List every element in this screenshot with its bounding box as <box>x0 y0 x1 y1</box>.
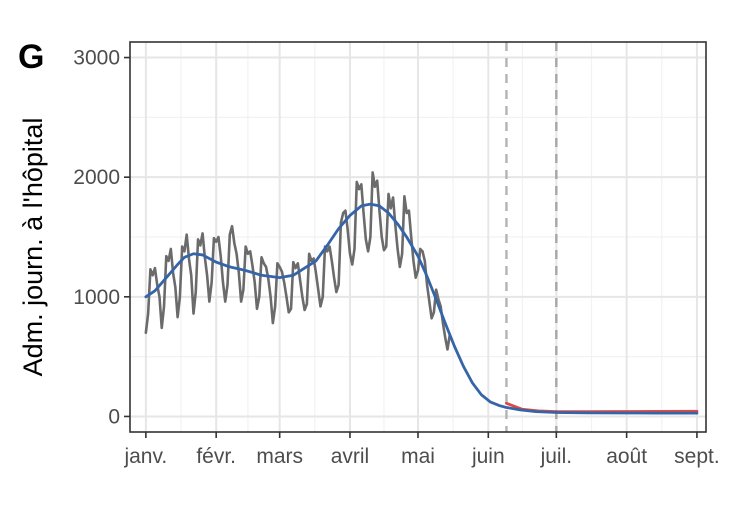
x-tick-label: août <box>606 445 647 468</box>
series-line-observed <box>144 171 452 351</box>
y-tick-label: 2000 <box>73 166 120 189</box>
x-tick-label: sept. <box>674 445 720 468</box>
axes: 0 1000 2000 3000 janv. févr. mars avril mai juin j… <box>73 47 719 468</box>
series-lines <box>144 171 699 415</box>
x-tick-label: mai <box>401 445 435 468</box>
y-axis-title: Adm. journ. à l'hôpital <box>18 118 48 377</box>
x-tick-label: janv. <box>123 445 167 468</box>
x-tick-label: févr. <box>196 445 236 468</box>
x-tick-label: avril <box>331 445 370 468</box>
panel-label: G <box>18 38 44 76</box>
y-tick-label: 1000 <box>73 286 120 309</box>
x-tick-label: juil. <box>540 445 573 468</box>
x-tick-label: mars <box>256 445 303 468</box>
y-tick-label: 3000 <box>73 47 120 70</box>
series-line-model <box>144 202 699 415</box>
y-tick-label: 0 <box>108 405 120 428</box>
vertical-reference-lines <box>505 42 558 432</box>
x-tick-label: juin <box>471 445 505 468</box>
